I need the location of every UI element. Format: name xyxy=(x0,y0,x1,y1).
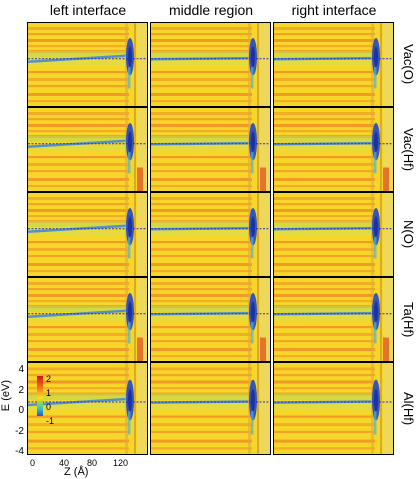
x-axis-label: Z (Å) xyxy=(64,466,89,478)
panel-map xyxy=(151,193,270,276)
panel-n-o-right xyxy=(273,192,394,277)
panel-vac-o-right xyxy=(273,22,394,107)
row-title-n-o: N(O) xyxy=(401,220,416,249)
panel-map xyxy=(151,23,270,106)
panel-map xyxy=(28,108,147,191)
panel-vac-hf-middle xyxy=(150,107,271,192)
panel-ta-hf-left xyxy=(27,277,148,362)
x-tick: 120 xyxy=(113,458,129,468)
colorbar xyxy=(37,376,43,416)
y-tick: 0 xyxy=(18,405,24,416)
colorbar-tick: 0 xyxy=(46,402,52,412)
panel-map xyxy=(28,363,147,454)
panel-vac-o-middle xyxy=(150,22,271,107)
panel-ta-hf-middle xyxy=(150,277,271,362)
panel-n-o-left xyxy=(27,192,148,277)
colorbar-tick: 1 xyxy=(46,388,52,398)
panel-map xyxy=(28,193,147,276)
panel-map xyxy=(151,278,270,361)
column-title-left: left interface xyxy=(49,2,127,18)
colorbar-tick: -1 xyxy=(46,416,55,426)
panel-map xyxy=(274,193,393,276)
x-tick: 40 xyxy=(59,458,70,468)
panel-al-hf-left xyxy=(27,362,148,455)
panel-map xyxy=(28,23,147,106)
panel-ta-hf-right xyxy=(273,277,394,362)
colorbar-tick: 2 xyxy=(46,374,52,384)
panel-vac-o-left xyxy=(27,22,148,107)
panel-map xyxy=(151,363,270,454)
column-title-middle: middle region xyxy=(168,2,254,18)
panel-map xyxy=(274,363,393,454)
row-title-vac-hf: Vac(Hf) xyxy=(401,127,416,172)
row-title-al-hf: Al(Hf) xyxy=(401,391,416,426)
x-tick: 80 xyxy=(87,458,98,468)
panel-al-hf-right xyxy=(273,362,394,455)
panel-vac-hf-right xyxy=(273,107,394,192)
panel-map xyxy=(274,23,393,106)
y-tick: -2 xyxy=(15,426,24,437)
column-title-right: right interface xyxy=(291,2,377,18)
row-title-ta-hf: Ta(Hf) xyxy=(401,301,416,338)
row-title-vac-o: Vac(O) xyxy=(401,44,416,85)
panel-map xyxy=(151,108,270,191)
panel-n-o-middle xyxy=(150,192,271,277)
panel-al-hf-middle xyxy=(150,362,271,455)
y-tick: 2 xyxy=(18,385,24,396)
panel-map xyxy=(274,278,393,361)
y-tick: 4 xyxy=(18,364,24,375)
panel-vac-hf-left xyxy=(27,107,148,192)
y-tick: -4 xyxy=(15,446,24,457)
panel-map xyxy=(274,108,393,191)
panel-map xyxy=(28,278,147,361)
x-tick: 0 xyxy=(30,458,36,468)
